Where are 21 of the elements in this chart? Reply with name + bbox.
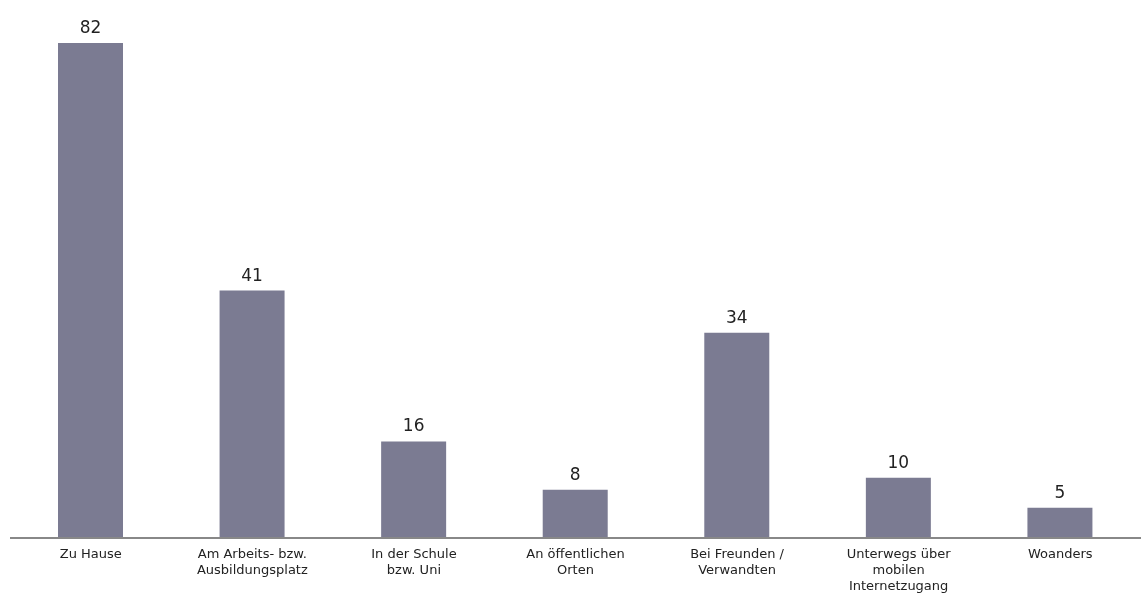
x-tick-label: In der Schule bzw. Uni [371,546,457,577]
bar [219,290,285,538]
data-label: 5 [1054,481,1066,502]
x-tick-label: Unterwegs über mobilen Internetzugang [846,546,952,593]
bar [542,489,608,538]
bar [1027,507,1093,538]
bar [58,43,123,538]
data-label: 10 [887,451,910,472]
x-tick-label: Bei Freunden / Verwandten [690,546,785,577]
x-tick-label: Zu Hause [59,546,122,561]
data-label: 82 [79,17,102,37]
data-label: 16 [402,415,425,436]
x-tick-label: Am Arbeits- bzw. Ausbildungsplatz [196,546,308,577]
bar [381,441,447,538]
data-label: 41 [241,264,263,285]
bar [865,477,931,538]
x-tick-label: An öffentlichen Orten [526,546,625,577]
data-label: 34 [725,306,748,327]
bar [704,332,770,538]
data-label: 8 [569,463,581,484]
x-tick-label: Woanders [1027,546,1093,561]
